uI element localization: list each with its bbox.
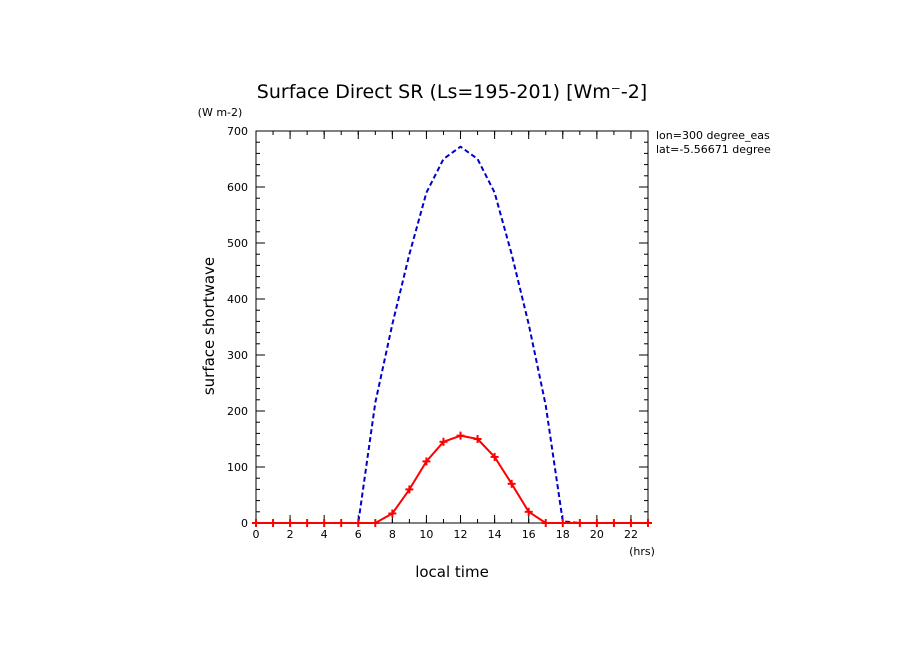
y-unit-label: (W m-2) bbox=[198, 106, 243, 119]
data-point bbox=[388, 509, 397, 518]
x-tick-label: 20 bbox=[590, 528, 604, 541]
data-point bbox=[524, 507, 533, 516]
axes-group: 0 2 4 6 8 10 12 14 16 18 20 22 0 100 200 300 400 500 600 70… bbox=[227, 125, 649, 541]
x-tick-label: 22 bbox=[624, 528, 638, 541]
y-tick-label: 600 bbox=[227, 181, 248, 194]
x-tick-label: 8 bbox=[389, 528, 396, 541]
data-point bbox=[286, 519, 295, 527]
y-axis-label: surface shortwave bbox=[200, 257, 218, 395]
data-point bbox=[439, 437, 448, 446]
series-line-1 bbox=[256, 434, 648, 524]
x-axis-label: local time bbox=[415, 563, 489, 581]
y-tick-label: 700 bbox=[227, 125, 248, 138]
data-point bbox=[269, 519, 278, 527]
annotation-lat: lat=-5.56671 degree bbox=[656, 143, 771, 156]
x-tick-label: 0 bbox=[253, 528, 260, 541]
x-tick-label: 14 bbox=[488, 528, 502, 541]
y-tick-label: 0 bbox=[241, 517, 248, 530]
data-point bbox=[354, 519, 363, 527]
x-tick-label: 16 bbox=[522, 528, 536, 541]
plot-frame bbox=[255, 130, 649, 524]
x-tick-label: 18 bbox=[556, 528, 570, 541]
y-tick-label: 400 bbox=[227, 293, 248, 306]
y-tick-label: 200 bbox=[227, 405, 248, 418]
data-point bbox=[337, 519, 346, 527]
data-point bbox=[405, 485, 414, 494]
data-point bbox=[507, 479, 516, 488]
x-tick-label: 2 bbox=[287, 528, 294, 541]
series-group bbox=[252, 145, 652, 527]
data-point bbox=[456, 431, 465, 440]
data-point bbox=[592, 519, 601, 527]
data-point bbox=[422, 457, 431, 466]
data-point bbox=[473, 435, 482, 443]
data-point bbox=[558, 519, 567, 527]
data-point bbox=[609, 519, 618, 527]
x-unit-label: (hrs) bbox=[629, 545, 655, 558]
x-tick-label: 12 bbox=[454, 528, 468, 541]
data-point bbox=[371, 519, 380, 527]
data-point bbox=[303, 519, 312, 527]
data-point bbox=[575, 519, 584, 527]
y-tick-label: 500 bbox=[227, 237, 248, 250]
x-tick-label: 10 bbox=[419, 528, 433, 541]
data-point bbox=[626, 519, 635, 527]
annotation-lon: lon=300 degree_eas bbox=[656, 129, 770, 142]
chart-title: Surface Direct SR (Ls=195-201) [Wm⁻-2] bbox=[257, 81, 647, 103]
x-tick-label: 4 bbox=[321, 528, 328, 541]
series-line-0 bbox=[256, 145, 648, 524]
y-tick-label: 100 bbox=[227, 461, 248, 474]
y-tick-label: 300 bbox=[227, 349, 248, 362]
data-point bbox=[490, 452, 499, 461]
data-point bbox=[541, 519, 550, 527]
x-tick-label: 6 bbox=[355, 528, 362, 541]
data-point bbox=[320, 519, 329, 527]
data-point bbox=[644, 519, 652, 527]
data-point bbox=[252, 519, 260, 527]
